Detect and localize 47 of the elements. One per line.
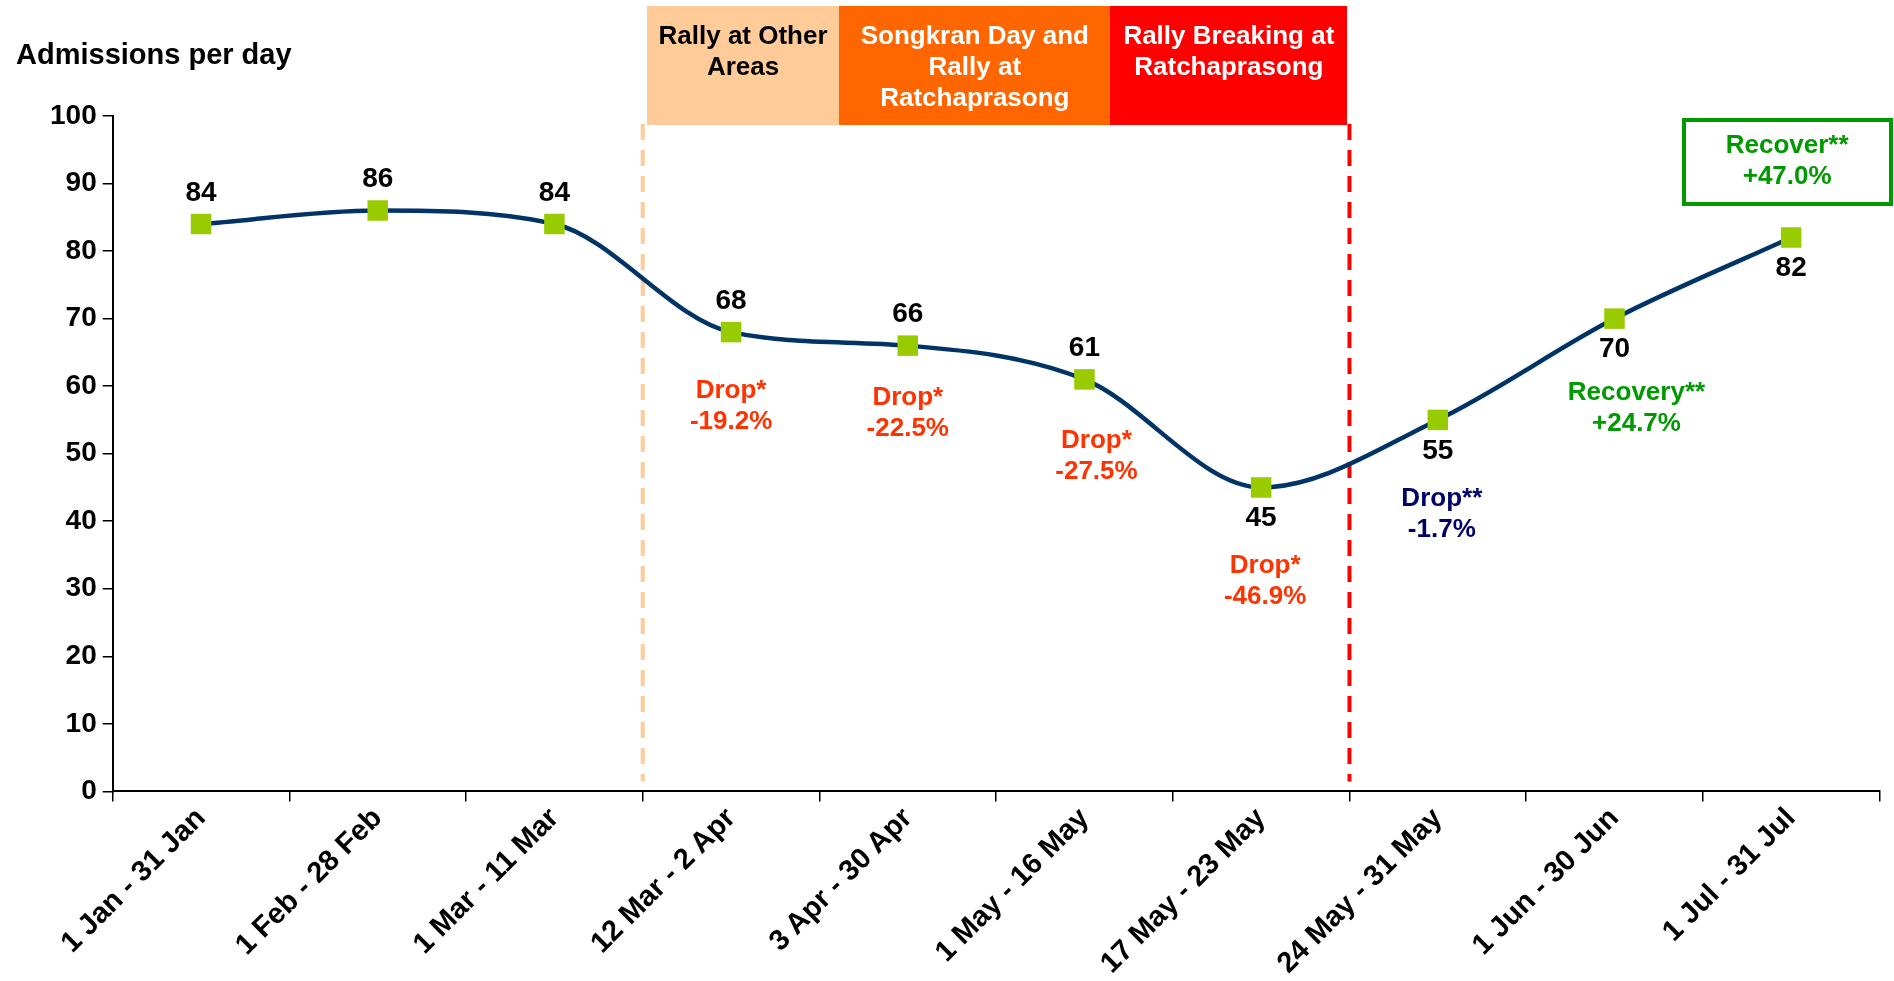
banner: Songkran Day and Rally at Ratchaprasong bbox=[839, 6, 1111, 125]
annotation: Recover** +47.0% bbox=[1725, 129, 1850, 191]
y-tick-label: 20 bbox=[65, 639, 97, 671]
point bbox=[190, 213, 212, 235]
point bbox=[544, 213, 565, 235]
y-tick-label: 80 bbox=[65, 233, 97, 265]
y-tick-label: 10 bbox=[65, 706, 97, 738]
y-tick-label: 30 bbox=[65, 571, 97, 603]
x-tick-label: 1 Mar - 11 Mar bbox=[406, 800, 565, 960]
y-tick-label: 90 bbox=[65, 166, 97, 198]
point bbox=[1074, 369, 1095, 390]
x-tick-label: 1 Jul - 31 Jul bbox=[1655, 800, 1802, 947]
data-label: 66 bbox=[892, 297, 924, 329]
data-label: 84 bbox=[538, 175, 571, 207]
point bbox=[1604, 308, 1625, 329]
x-tick-label: 1 Feb - 28 Feb bbox=[228, 800, 388, 961]
banner: Rally Breaking at Ratchaprasong bbox=[1110, 6, 1348, 125]
x-tick-label: 12 Mar - 2 Apr bbox=[583, 800, 741, 959]
y-tick-label: 40 bbox=[65, 503, 97, 535]
point bbox=[1427, 409, 1449, 431]
y-tick-label: 60 bbox=[65, 368, 97, 400]
data-label: 84 bbox=[185, 175, 218, 207]
annotation: Drop** -1.7% bbox=[1401, 481, 1484, 543]
y-tick-label: 100 bbox=[50, 98, 97, 130]
data-label: 68 bbox=[715, 283, 747, 315]
x-tick-label: 3 Apr - 30 Apr bbox=[762, 800, 918, 957]
annotation: Drop* -46.9% bbox=[1223, 549, 1307, 611]
annotation: Recovery** +24.7% bbox=[1567, 376, 1707, 438]
annotation: Drop* -22.5% bbox=[866, 381, 949, 443]
banner: Rally at Other Areas bbox=[646, 6, 840, 125]
point bbox=[897, 335, 919, 356]
annotation: Drop* -27.5% bbox=[1055, 424, 1138, 486]
point bbox=[720, 321, 742, 343]
data-label: 86 bbox=[362, 162, 394, 194]
x-tick-label: 1 Jun - 30 Jun bbox=[1465, 800, 1625, 961]
data-label: 82 bbox=[1775, 251, 1807, 283]
point bbox=[1250, 477, 1272, 498]
point bbox=[1780, 227, 1802, 248]
y-axis-title: Admissions per day bbox=[16, 38, 292, 70]
y-tick-label: 70 bbox=[65, 301, 97, 333]
data-label: 55 bbox=[1422, 433, 1454, 465]
point bbox=[367, 200, 388, 221]
data-label: 61 bbox=[1068, 331, 1101, 363]
data-label: 70 bbox=[1598, 332, 1631, 364]
y-tick-label: 50 bbox=[65, 436, 97, 468]
annotation: Drop* -19.2% bbox=[689, 373, 773, 435]
data-label: 45 bbox=[1245, 501, 1277, 533]
